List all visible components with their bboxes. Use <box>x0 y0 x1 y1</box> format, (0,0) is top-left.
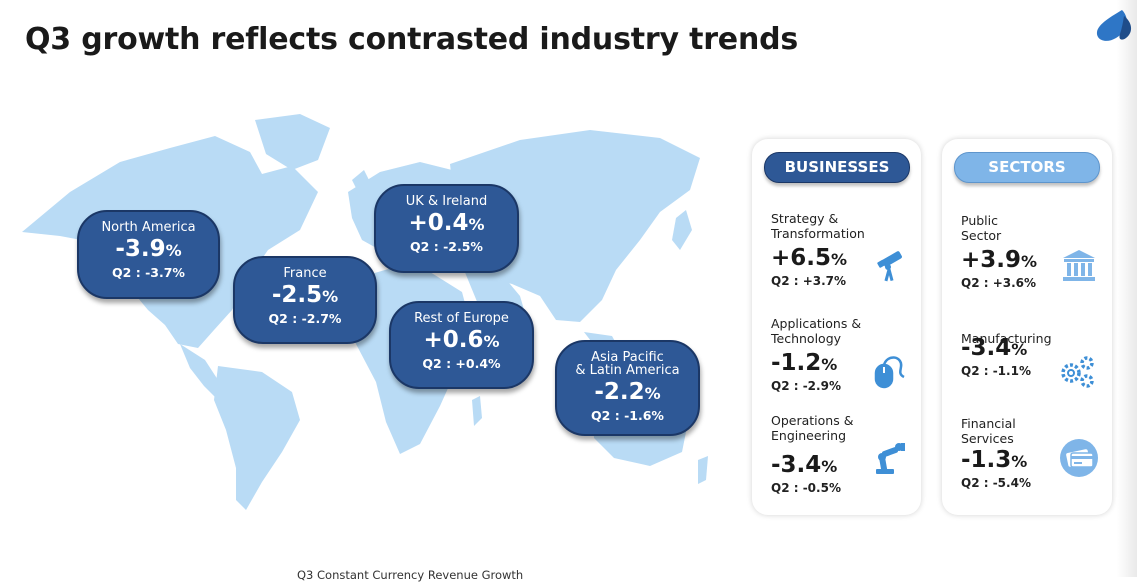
item-label-line2: Services <box>961 431 1014 446</box>
item-q2: Q2 : -5.4% <box>961 476 1031 490</box>
item-value: -1.3% <box>961 447 1028 473</box>
sectors-header: SECTORS <box>954 152 1100 183</box>
item-label-line2: Transformation <box>771 226 865 241</box>
region-name: France <box>283 266 327 281</box>
company-logo <box>1096 10 1132 41</box>
item-value: +6.5% <box>771 245 848 271</box>
region-name-line2: & Latin America <box>575 363 680 378</box>
sectors-panel: SECTORS Public Sector +3.9% Q2 : +3.6% M… <box>942 139 1112 515</box>
item-q2: Q2 : +3.7% <box>771 274 847 288</box>
region-q2: Q2 : -3.7% <box>112 265 185 280</box>
telescope-icon <box>877 251 902 282</box>
mouse-icon <box>874 356 905 389</box>
item-value: -1.2% <box>771 350 838 376</box>
region-name: Rest of Europe <box>414 311 509 326</box>
sector-item: Public Sector +3.9% Q2 : +3.6% <box>961 213 1037 291</box>
region-name: North America <box>101 220 196 235</box>
item-value: -3.4% <box>771 452 838 478</box>
region-value: -2.2% <box>594 379 661 405</box>
region-asia-pacific-latam: Asia Pacific & Latin America -2.2% Q2 : … <box>555 340 700 436</box>
robot-arm-icon <box>876 443 905 474</box>
region-uk-ireland: UK & Ireland +0.4% Q2 : -2.5% <box>374 184 519 273</box>
sector-item: Financial Services -1.3% Q2 : -5.4% <box>961 416 1031 491</box>
region-north-america: North America -3.9% Q2 : -3.7% <box>77 210 220 299</box>
region-france: France -2.5% Q2 : -2.7% <box>233 256 377 344</box>
slide-edge-shadow <box>1117 0 1137 577</box>
region-q2: Q2 : +0.4% <box>422 356 501 371</box>
business-item: Strategy & Transformation +6.5% Q2 : +3.… <box>771 211 865 289</box>
item-label-line1: Applications & <box>771 316 862 331</box>
item-value: +3.9% <box>961 247 1038 273</box>
region-q2: Q2 : -1.6% <box>591 408 664 423</box>
businesses-header: BUSINESSES <box>764 152 910 183</box>
item-label-line1: Manufacturing <box>961 331 1052 346</box>
item-q2: Q2 : -2.9% <box>771 379 841 393</box>
region-value: -3.9% <box>115 236 182 262</box>
region-q2: Q2 : -2.7% <box>268 311 342 326</box>
business-item: Applications & Technology -1.2% Q2 : -2.… <box>771 316 861 394</box>
item-label-line1: Public <box>961 213 998 228</box>
item-q2: Q2 : +3.6% <box>961 276 1037 290</box>
item-label-line2: Engineering <box>771 428 846 443</box>
map-caption: Q3 Constant Currency Revenue Growth <box>297 568 524 582</box>
item-label-line1: Operations & <box>771 413 854 428</box>
businesses-panel: BUSINESSES Strategy & Transformation +6.… <box>752 139 921 515</box>
region-rest-of-europe: Rest of Europe +0.6% Q2 : +0.4% <box>389 301 534 389</box>
region-name: Asia Pacific <box>591 350 664 365</box>
region-value: +0.6% <box>423 327 500 353</box>
sector-item: Manufacturing -3.4% Q2 : -1.1% <box>961 331 1052 379</box>
region-value: -2.5% <box>271 282 339 308</box>
region-value: +0.4% <box>408 210 485 236</box>
item-q2: Q2 : -1.1% <box>961 364 1031 378</box>
credit-card-icon <box>1060 439 1098 477</box>
item-label-line2: Technology <box>771 331 842 346</box>
item-label-line2: Sector <box>961 228 1002 243</box>
item-label-line1: Strategy & <box>771 211 839 226</box>
gears-icon <box>1061 356 1094 388</box>
item-label-line1: Financial <box>961 416 1016 431</box>
region-q2: Q2 : -2.5% <box>410 239 483 254</box>
item-value: -3.4% <box>961 335 1028 361</box>
business-item: Operations & Engineering -3.4% Q2 : -0.5… <box>771 413 853 496</box>
item-q2: Q2 : -0.5% <box>771 481 841 495</box>
slide-title: Q3 growth reflects contrasted industry t… <box>25 22 799 57</box>
bank-icon <box>1063 250 1095 281</box>
region-name: UK & Ireland <box>405 194 488 209</box>
